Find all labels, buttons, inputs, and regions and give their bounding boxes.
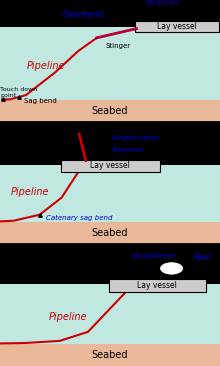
Bar [0,284,220,344]
Bar [0,222,220,244]
Text: Tensioner: Tensioner [146,0,180,6]
Text: Catenary sag bend: Catenary sag bend [46,215,113,221]
Bar [0,165,220,222]
Bar [0,100,220,122]
Circle shape [160,262,184,275]
Text: Tensioner: Tensioner [112,147,146,153]
Text: Overbend: Overbend [63,10,104,19]
Text: Touch down
point: Touch down point [0,87,37,98]
Text: Sag bend: Sag bend [24,98,56,104]
Text: Straightener: Straightener [132,253,176,259]
Text: Lay vessel: Lay vessel [157,22,197,31]
FancyBboxPatch shape [135,21,219,32]
Text: Lay vessel: Lay vessel [90,161,130,171]
Text: Hinged ramp-: Hinged ramp- [112,135,160,141]
FancyBboxPatch shape [109,279,206,292]
Text: Reel: Reel [194,253,211,262]
Text: Seabed: Seabed [92,106,128,116]
Text: Lay vessel: Lay vessel [137,281,177,290]
FancyBboxPatch shape [61,160,160,172]
Text: Seabed: Seabed [92,228,128,238]
Text: Pipeline: Pipeline [48,312,87,322]
Bar [0,27,220,100]
Text: Pipeline: Pipeline [26,61,65,71]
Text: Stinger: Stinger [106,43,131,49]
Text: Seabed: Seabed [92,350,128,360]
Bar [0,344,220,366]
Text: Pipeline: Pipeline [11,187,50,197]
